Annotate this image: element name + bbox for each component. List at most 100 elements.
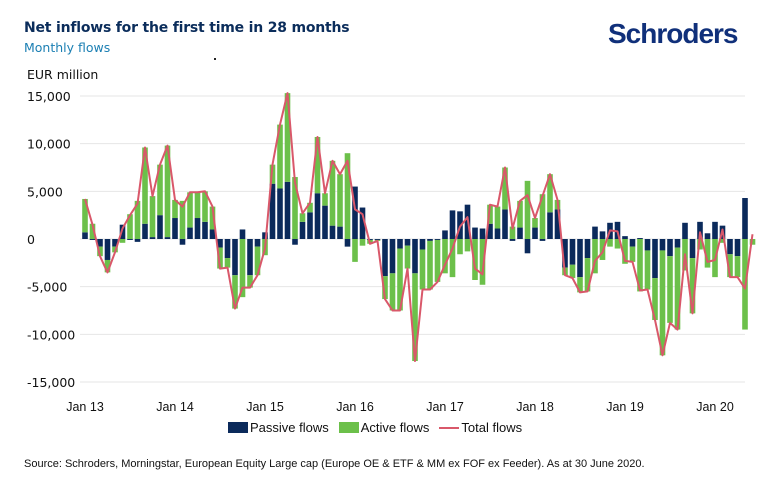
bar-passive [97,239,103,247]
schroders-logo: Schroders [608,18,738,49]
bar-passive [734,239,741,257]
bar-passive [742,198,748,239]
legend-item-total: Total flows [439,420,522,435]
bar-active [239,239,246,298]
bar-active [142,147,148,224]
bar-passive [487,223,493,239]
bar-active [749,239,756,245]
bar-passive [449,210,456,239]
bar-active [637,239,643,292]
bar-active [674,247,681,330]
bar-passive [149,237,156,239]
bar-passive [164,237,171,239]
bar-passive [667,239,673,257]
chart-title: Net inflows for the first time in 28 mon… [24,20,350,36]
stray-dot [214,58,216,60]
bar-passive [134,239,141,242]
bar-active [734,256,741,278]
bar-active [539,194,546,239]
x-tick-label: Jan 18 [516,400,554,414]
bar-active [97,246,103,257]
bar-active [187,192,193,228]
legend-swatch-active [338,422,359,433]
y-tick-label: 0 [27,232,35,247]
bar-active [607,239,613,247]
x-tick-label: Jan 13 [66,400,104,414]
bar-active [284,93,291,182]
bar-passive [374,239,381,240]
y-tick-label: -15,000 [27,375,75,390]
bar-active [89,223,96,239]
bar-active [134,200,141,239]
bar-active [382,276,388,300]
bar-passive [697,221,703,239]
bar-passive [367,239,373,240]
bar-active [157,164,163,216]
y-tick-label: 10,000 [27,137,71,152]
bar-active [517,200,523,228]
bar-active [577,277,583,293]
bar-active [524,180,531,239]
bar-active [404,245,411,269]
bar-active [509,226,516,239]
flows-chart: 15,000 10,000 5,000 0 -5,000 -10,000 -15,000 Ja… [27,89,756,414]
bar-passive [299,221,306,239]
bar-passive [224,239,231,259]
bar-passive [292,239,298,245]
legend-label-active: Active flows [360,420,430,435]
bar-active [427,240,433,290]
bar-passive [337,226,343,239]
bar-passive [674,239,681,248]
bar-passive [547,212,553,239]
bar-active [532,218,538,228]
bar-active [629,246,636,262]
bar-active [704,239,711,268]
bar-active [344,153,351,239]
bar-passive [284,181,291,239]
bar-passive [517,227,523,239]
bar-active [314,136,321,194]
bar-active [359,239,366,246]
bar-passive [202,221,208,239]
bar-passive [577,239,583,278]
bar-active [119,239,126,243]
bar-active [179,200,186,239]
bar-active [172,199,178,219]
bar-active [164,145,171,238]
bar-passive [712,221,718,239]
bar-passive [569,239,576,265]
bar-passive [412,239,418,274]
bar-active [254,246,261,276]
bar-passive [127,239,133,240]
bar-passive [397,239,403,249]
bar-passive [179,239,186,245]
bar-passive [509,239,516,241]
bar-passive [82,232,88,239]
bar-passive [419,239,426,250]
bar-passive [524,239,531,254]
bar-passive [727,239,733,255]
bar-passive [584,239,591,259]
bar-passive [112,239,118,247]
bar-passive [659,239,666,251]
bar-active [727,254,733,278]
bar-passive [269,183,276,239]
bar-passive [262,232,268,239]
bar-active [329,160,336,226]
bar-passive [637,238,643,239]
bar-passive [427,239,433,241]
bar-active [502,167,508,210]
bar-passive [104,239,111,260]
bar-passive [194,218,201,239]
bar-active [479,239,486,285]
bar-passive [307,212,313,239]
bar-passive [239,229,246,239]
bar-passive [434,239,441,240]
chart-legend: Passive flows Active flows Total flows [228,420,532,435]
bar-passive [209,229,216,239]
bar-active [307,202,313,213]
bar-active [292,177,298,239]
bar-active [412,273,418,362]
bar-passive [494,228,501,239]
bar-passive [629,239,636,247]
